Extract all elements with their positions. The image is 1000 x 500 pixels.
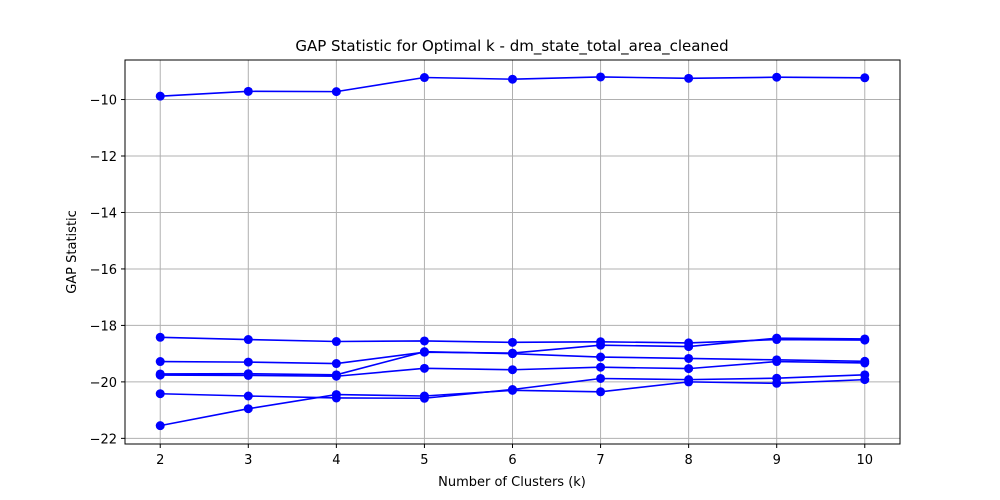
data-point: [684, 73, 694, 83]
data-point: [508, 385, 517, 395]
tick-layer: 2 3 4 5 6 7 8 9 10 −10 −12 −14 −16 −18 −20 −22: [90, 94, 873, 468]
y-tick-label: −12: [90, 150, 117, 165]
y-tick-label: −14: [90, 206, 117, 221]
chart-title: GAP Statistic for Optimal k - dm_state_t…: [295, 37, 728, 56]
data-point: [860, 358, 870, 368]
x-tick-label: 9: [773, 453, 781, 468]
x-tick-label: 4: [332, 453, 340, 468]
data-point: [684, 364, 694, 374]
data-point: [684, 377, 694, 387]
data-point: [331, 87, 341, 97]
series-7: [155, 375, 870, 431]
data-point: [596, 362, 606, 372]
data-point: [596, 72, 606, 82]
data-point: [772, 333, 782, 343]
x-tick-label: 8: [684, 453, 692, 468]
grid-layer: [125, 60, 900, 444]
data-point: [419, 391, 429, 401]
data-point: [155, 370, 165, 380]
series-5: [155, 357, 870, 381]
data-point: [860, 334, 870, 344]
data-point: [772, 357, 782, 367]
data-point: [243, 335, 253, 345]
x-axis-label: Number of Clusters (k): [438, 475, 586, 490]
data-point: [419, 73, 429, 83]
data-point: [155, 357, 165, 367]
series-layer: [155, 72, 870, 431]
data-point: [596, 387, 606, 397]
data-point: [860, 73, 870, 83]
data-point: [860, 375, 870, 385]
data-point: [155, 332, 165, 342]
x-tick-label: 6: [508, 453, 516, 468]
y-tick-label: −20: [90, 376, 117, 391]
data-point: [243, 370, 253, 380]
data-point: [419, 336, 429, 346]
y-tick-label: −16: [90, 263, 117, 278]
data-point: [508, 74, 517, 84]
data-point: [243, 391, 253, 401]
data-point: [508, 337, 517, 347]
data-point: [155, 91, 165, 101]
data-point: [331, 359, 341, 369]
x-tick-label: 10: [856, 453, 873, 468]
x-tick-label: 7: [596, 453, 604, 468]
data-point: [155, 389, 165, 399]
x-tick-label: 2: [156, 453, 164, 468]
data-point: [684, 342, 694, 352]
data-point: [508, 349, 517, 359]
data-point: [155, 421, 165, 431]
data-point: [596, 373, 606, 383]
y-axis-label: GAP Statistic: [65, 210, 80, 294]
data-point: [419, 347, 429, 357]
data-point: [772, 378, 782, 388]
y-tick-label: −10: [90, 94, 117, 109]
data-point: [596, 352, 606, 362]
x-tick-label: 5: [420, 453, 428, 468]
data-point: [331, 337, 341, 347]
data-point: [684, 353, 694, 363]
data-point: [243, 86, 253, 96]
data-point: [331, 390, 341, 400]
y-tick-label: −18: [90, 319, 117, 334]
data-point: [419, 363, 429, 373]
data-point: [331, 371, 341, 381]
data-point: [596, 340, 606, 350]
x-tick-label: 3: [244, 453, 252, 468]
y-tick-label: −22: [90, 432, 117, 447]
data-point: [772, 72, 782, 82]
data-point: [243, 404, 253, 414]
series-1: [155, 72, 870, 101]
data-point: [243, 357, 253, 367]
data-point: [508, 365, 517, 375]
